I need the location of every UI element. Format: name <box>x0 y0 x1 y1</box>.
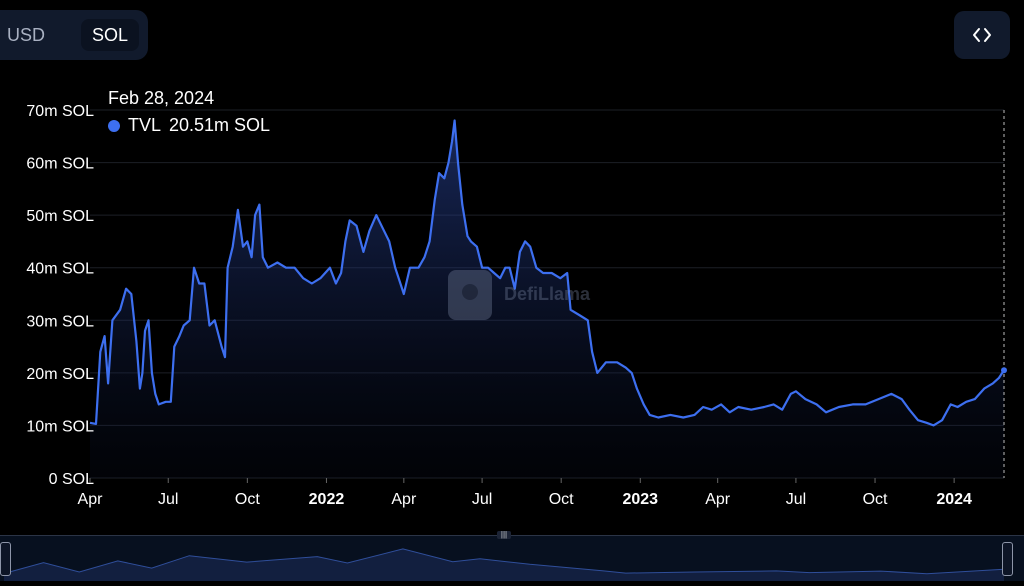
x-tick-label: 2023 <box>622 491 658 508</box>
brush-area <box>4 548 1004 581</box>
y-tick-label: 40m SOL <box>26 261 94 278</box>
x-tick-label: Apr <box>705 491 731 508</box>
tooltip-row: TVL 20.51m SOL <box>108 115 270 136</box>
y-tick-label: 50m SOL <box>26 208 94 225</box>
series-dot-icon <box>108 119 120 132</box>
currency-toggle: USD SOL <box>0 10 148 60</box>
embed-button[interactable] <box>954 11 1010 59</box>
defillama-watermark: DefiLlama <box>446 266 590 322</box>
brush-handle-right[interactable] <box>1002 542 1013 576</box>
tooltip-value: 20.51m SOL <box>169 115 271 135</box>
hover-point <box>1001 367 1007 374</box>
x-tick-label: Oct <box>549 491 574 508</box>
tvl-series-line <box>89 119 1005 427</box>
x-tick-label: Jul <box>158 491 178 508</box>
range-brush[interactable] <box>0 535 1024 581</box>
y-tick-label: 70m SOL <box>26 103 94 120</box>
x-tick-label: Jul <box>472 491 492 508</box>
brush-handle-left[interactable] <box>0 542 11 576</box>
tvl-chart[interactable]: 0 SOL 10m SOL 20m SOL 30m SOL 40m SOL 50m SOL… <box>0 0 1024 535</box>
tooltip-date: Feb 28, 2024 <box>108 88 215 108</box>
code-brackets-icon <box>973 28 991 42</box>
y-tick-label: 10m SOL <box>26 418 94 435</box>
x-tick-label: 2022 <box>309 491 345 508</box>
watermark-text: DefiLlama <box>504 283 591 304</box>
x-tick-label: Apr <box>78 491 104 508</box>
y-tick-label: 0 SOL <box>49 471 94 488</box>
chart-tooltip: Feb 28, 2024 TVL 20.51m SOL <box>108 88 270 136</box>
x-tick-label: 2024 <box>936 491 972 508</box>
x-tick-label: Apr <box>391 491 417 508</box>
llama-logo-icon <box>448 270 492 320</box>
x-tick-label: Oct <box>863 491 888 508</box>
brush-drag-grip[interactable]: ||| <box>497 531 511 539</box>
usd-button[interactable]: USD <box>7 25 46 45</box>
y-tick-label: 20m SOL <box>26 366 94 383</box>
y-tick-label: 60m SOL <box>26 156 94 173</box>
brush-minimap <box>3 548 1005 581</box>
brush-line <box>3 548 1005 575</box>
x-tick-label: Jul <box>786 491 806 508</box>
tooltip-series-name: TVL <box>128 115 162 135</box>
sol-button[interactable]: SOL <box>81 19 140 51</box>
x-tick-label: Oct <box>235 491 260 508</box>
y-tick-label: 30m SOL <box>26 313 94 330</box>
tvl-area-fill <box>90 120 1004 478</box>
